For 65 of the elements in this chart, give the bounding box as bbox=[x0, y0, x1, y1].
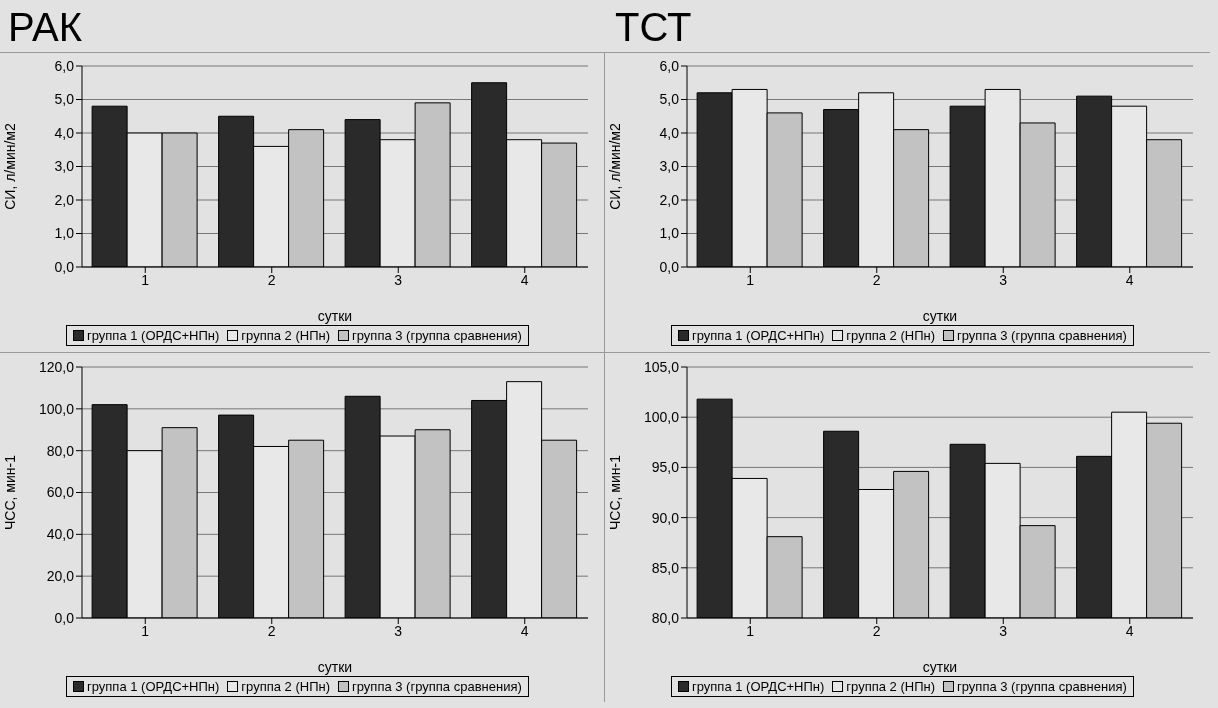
legend-label: группа 3 (группа сравнения) bbox=[957, 679, 1127, 694]
y-tick-label: 0,0 bbox=[54, 258, 75, 275]
y-tick-label: 4,0 bbox=[659, 124, 680, 141]
y-tick-label: 80,0 bbox=[46, 442, 75, 459]
x-tick-label: 2 bbox=[872, 622, 881, 639]
y-tick-label: 3,0 bbox=[659, 158, 680, 175]
legend-label: группа 2 (НПн) bbox=[846, 679, 936, 694]
y-tick-label: 120,0 bbox=[38, 358, 75, 375]
x-axis-title: сутки bbox=[317, 659, 353, 675]
y-tick-label: 5,0 bbox=[54, 91, 75, 108]
legend-label: группа 1 (ОРДС+НПн) bbox=[87, 328, 220, 343]
y-tick-label: 5,0 bbox=[659, 91, 680, 108]
legend-label: группа 2 (НПн) bbox=[241, 679, 331, 694]
y-axis-title: СИ, л/мин/м2 bbox=[606, 123, 623, 210]
chart-title: ТСТ bbox=[605, 2, 1210, 52]
legend-label: группа 3 (группа сравнения) bbox=[352, 679, 522, 694]
x-tick-label: 3 bbox=[999, 622, 1008, 639]
x-tick-label: 2 bbox=[267, 622, 276, 639]
x-tick-label: 4 bbox=[520, 622, 529, 639]
x-axis-title: сутки bbox=[922, 308, 958, 324]
x-tick-label: 4 bbox=[1125, 622, 1134, 639]
x-tick-label: 2 bbox=[872, 271, 881, 288]
y-tick-label: 100,0 bbox=[38, 400, 75, 417]
legend-label: группа 3 (группа сравнения) bbox=[957, 328, 1127, 343]
x-tick-label: 3 bbox=[394, 271, 403, 288]
x-tick-label: 2 bbox=[267, 271, 276, 288]
y-tick-label: 40,0 bbox=[46, 526, 75, 543]
x-tick-label: 1 bbox=[746, 271, 755, 288]
y-tick-label: 90,0 bbox=[651, 509, 680, 526]
chart-title: РАК bbox=[0, 2, 604, 52]
x-tick-label: 3 bbox=[394, 622, 403, 639]
x-tick-label: 4 bbox=[1125, 271, 1134, 288]
y-tick-label: 0,0 bbox=[659, 258, 680, 275]
y-tick-label: 85,0 bbox=[651, 559, 680, 576]
y-tick-label: 1,0 bbox=[659, 225, 680, 242]
x-tick-label: 1 bbox=[141, 271, 150, 288]
y-tick-label: 6,0 bbox=[659, 57, 680, 74]
y-tick-label: 3,0 bbox=[54, 158, 75, 175]
y-axis-title: ЧСС, мин-1 bbox=[606, 454, 623, 530]
legend-label: группа 2 (НПн) bbox=[241, 328, 331, 343]
y-axis-title: СИ, л/мин/м2 bbox=[1, 123, 18, 210]
y-tick-label: 95,0 bbox=[651, 459, 680, 476]
legend-label: группа 1 (ОРДС+НПн) bbox=[692, 679, 825, 694]
x-tick-label: 3 bbox=[999, 271, 1008, 288]
y-tick-label: 20,0 bbox=[46, 568, 75, 585]
y-tick-label: 2,0 bbox=[54, 191, 75, 208]
y-tick-label: 1,0 bbox=[54, 225, 75, 242]
legend-label: группа 2 (НПн) bbox=[846, 328, 936, 343]
x-axis-title: сутки bbox=[317, 308, 353, 324]
y-tick-label: 105,0 bbox=[643, 358, 680, 375]
y-tick-label: 6,0 bbox=[54, 57, 75, 74]
legend-label: группа 1 (ОРДС+НПн) bbox=[87, 679, 220, 694]
y-tick-label: 4,0 bbox=[54, 124, 75, 141]
y-tick-label: 60,0 bbox=[46, 484, 75, 501]
y-tick-label: 100,0 bbox=[643, 409, 680, 426]
x-axis-title: сутки bbox=[922, 659, 958, 675]
legend-label: группа 1 (ОРДС+НПн) bbox=[692, 328, 825, 343]
y-tick-label: 80,0 bbox=[651, 609, 680, 626]
x-tick-label: 1 bbox=[746, 622, 755, 639]
y-tick-label: 2,0 bbox=[659, 191, 680, 208]
x-tick-label: 1 bbox=[141, 622, 150, 639]
y-axis-title: ЧСС, мин-1 bbox=[1, 454, 18, 530]
legend-label: группа 3 (группа сравнения) bbox=[352, 328, 522, 343]
x-tick-label: 4 bbox=[520, 271, 529, 288]
y-tick-label: 0,0 bbox=[54, 609, 75, 626]
